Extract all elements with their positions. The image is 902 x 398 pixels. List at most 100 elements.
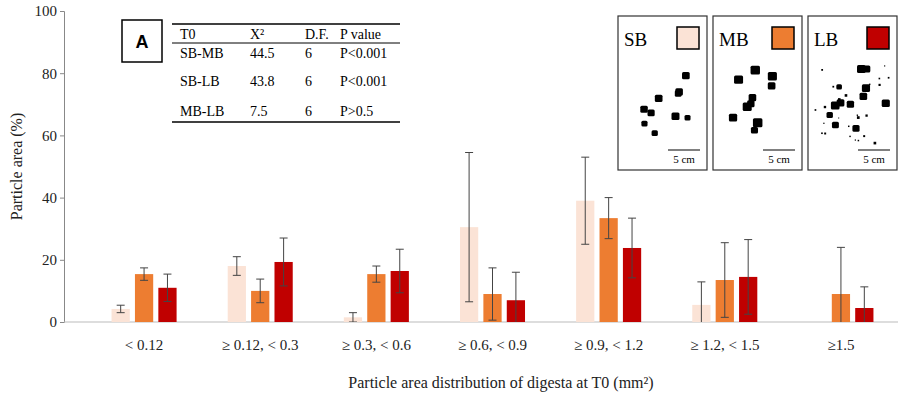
error-bar xyxy=(280,238,288,286)
error-cap xyxy=(581,244,589,245)
legend-label: LB xyxy=(814,29,838,50)
y-tick-label: 20 xyxy=(42,252,57,268)
particle xyxy=(867,88,869,90)
y-tick-mark xyxy=(60,11,64,12)
particle xyxy=(888,77,890,79)
table-header: T0 xyxy=(180,27,196,42)
error-bar xyxy=(512,272,520,322)
y-tick: 100 xyxy=(35,3,65,19)
error-bar xyxy=(721,243,729,318)
legend-swatch xyxy=(867,27,889,49)
table-cell: SB-LB xyxy=(180,74,220,89)
particle xyxy=(734,75,743,83)
y-tick: 20 xyxy=(42,252,64,268)
error-cap xyxy=(163,301,171,302)
series xyxy=(112,153,711,322)
particle xyxy=(884,65,885,66)
error-stem xyxy=(260,279,261,303)
error-bar xyxy=(628,218,636,278)
x-tick-label: ≥ 1.2, < 1.5 xyxy=(690,337,759,353)
particle xyxy=(865,114,867,116)
particle xyxy=(832,122,839,129)
scale-label: 5 cm xyxy=(673,153,695,165)
particle xyxy=(862,84,870,92)
error-cap xyxy=(372,282,380,283)
particle xyxy=(824,133,826,135)
particle xyxy=(671,112,679,119)
error-cap xyxy=(349,312,357,313)
table-header: D.F. xyxy=(305,27,329,42)
particle xyxy=(863,135,865,137)
x-tick: ≥ 1.2, < 1.5 xyxy=(690,337,759,353)
table-rule xyxy=(172,121,400,123)
error-stem xyxy=(236,257,237,276)
y-tick-mark xyxy=(60,322,64,323)
particle xyxy=(821,132,823,134)
legend-label: SB xyxy=(624,29,647,50)
error-stem xyxy=(724,243,725,318)
particle xyxy=(833,102,834,103)
inset-particles xyxy=(815,65,890,144)
error-cap xyxy=(628,218,636,219)
error-cap xyxy=(744,314,752,315)
error-cap xyxy=(117,305,125,306)
error-stem xyxy=(492,268,493,320)
error-bar xyxy=(256,279,264,303)
table-cell: SB-MB xyxy=(180,46,224,61)
y-tick: 0 xyxy=(50,314,65,330)
error-cap xyxy=(512,272,520,273)
y-tick: 80 xyxy=(42,66,64,82)
error-bar xyxy=(349,313,357,322)
legend-label: MB xyxy=(719,29,749,50)
x-axis: < 0.12≥ 0.12, < 0.3≥ 0.3, < 0.6≥ 0.6, < … xyxy=(64,322,898,353)
particle xyxy=(865,95,866,96)
y-tick-label: 40 xyxy=(42,190,57,206)
particle xyxy=(857,65,866,73)
error-cap xyxy=(628,277,636,278)
particle xyxy=(824,106,826,108)
particle xyxy=(827,112,833,118)
scale-label: 5 cm xyxy=(768,153,790,165)
table-cell: 7.5 xyxy=(250,104,268,119)
x-tick-label: ≥1.5 xyxy=(827,337,854,353)
legend-item: LB5 cm xyxy=(808,16,897,170)
particle xyxy=(832,86,834,88)
error-cap xyxy=(349,322,357,323)
panel-label-box: A xyxy=(122,20,162,62)
particle xyxy=(751,66,760,75)
error-cap xyxy=(140,267,148,268)
error-bar xyxy=(489,268,497,320)
error-cap xyxy=(117,312,125,313)
inset-frame xyxy=(618,16,707,170)
particle xyxy=(860,93,868,100)
legend-swatch xyxy=(677,27,699,49)
error-cap xyxy=(605,238,613,239)
error-cap xyxy=(233,256,241,257)
x-axis-title: Particle area distribution of digesta at… xyxy=(348,374,653,392)
error-stem xyxy=(399,249,400,293)
error-stem xyxy=(167,274,168,301)
error-cap xyxy=(721,317,729,318)
table-header: P value xyxy=(340,27,381,42)
error-cap xyxy=(140,280,148,281)
plot-area xyxy=(112,153,874,322)
particle xyxy=(751,127,758,134)
inset-particles xyxy=(640,72,690,136)
stats-table: T0X²D.F.P valueSB-MB44.56P<0.001SB-LB43.… xyxy=(172,24,400,122)
particle xyxy=(852,125,859,132)
x-tick: ≥ 0.3, < 0.6 xyxy=(342,337,412,353)
panel-label: A xyxy=(136,32,149,52)
error-stem xyxy=(283,238,284,286)
x-axis-line xyxy=(64,322,898,323)
error-stem xyxy=(701,282,702,322)
error-cap xyxy=(280,285,288,286)
error-cap xyxy=(605,197,613,198)
error-cap xyxy=(233,275,241,276)
error-bar xyxy=(140,268,148,280)
table-cell: 6 xyxy=(305,46,312,61)
bar xyxy=(808,322,826,323)
error-bar xyxy=(465,153,473,302)
error-bar xyxy=(581,157,589,244)
y-tick-label: 100 xyxy=(35,3,58,19)
error-bar xyxy=(117,305,125,312)
